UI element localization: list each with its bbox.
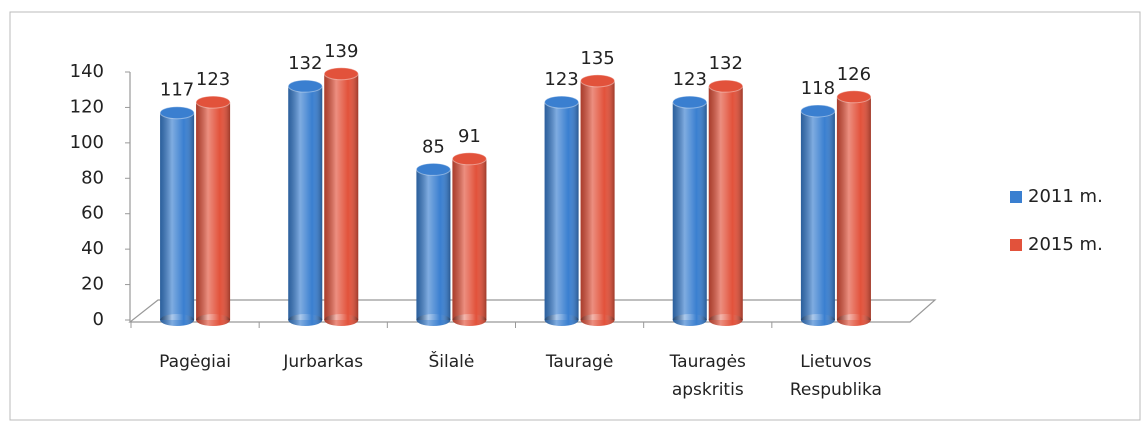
- bar-base-shine: [544, 314, 579, 326]
- bar-base-shine: [160, 314, 195, 326]
- bar-top: [672, 95, 708, 109]
- bar-base-shine: [800, 314, 835, 326]
- legend-swatch: [1010, 239, 1022, 251]
- bar-base-shine: [580, 314, 615, 326]
- x-tick-label: Lietuvos Respublika: [790, 352, 882, 400]
- data-label: 118: [801, 78, 835, 99]
- x-tick-label: Tauragės apskritis: [669, 352, 746, 400]
- bar-shine: [672, 102, 707, 320]
- y-tick-label: 40: [81, 238, 104, 259]
- y-tick-label: 100: [70, 132, 104, 153]
- bar-shine: [452, 158, 487, 320]
- data-label: 91: [458, 126, 481, 147]
- bar-base-shine: [452, 314, 487, 326]
- bar-base-shine: [708, 314, 743, 326]
- bar-top: [159, 106, 195, 120]
- bar-shine: [580, 80, 615, 320]
- bar-shine: [160, 112, 195, 320]
- bar-top: [287, 79, 323, 93]
- bar-base-shine: [672, 314, 707, 326]
- y-tick-label: 120: [70, 96, 104, 117]
- y-tick-label: 20: [81, 274, 104, 295]
- bar-top: [836, 90, 872, 104]
- bar-base-shine: [836, 314, 871, 326]
- bar-shine: [800, 110, 835, 320]
- bar-shine: [416, 169, 451, 320]
- bar-top: [323, 67, 359, 81]
- legend-label: 2011 m.: [1028, 186, 1103, 207]
- data-label: 85: [422, 136, 445, 157]
- data-label: 123: [544, 69, 578, 90]
- x-tick-label: Šilalė: [428, 350, 474, 372]
- bar-shine: [196, 102, 231, 320]
- bar-shine: [544, 102, 579, 320]
- bar-top: [708, 79, 744, 93]
- x-tick-label: Tauragė: [545, 352, 613, 372]
- data-label: 117: [160, 80, 194, 101]
- y-tick-label: 80: [81, 167, 104, 188]
- data-label: 123: [673, 69, 707, 90]
- data-label: 135: [580, 48, 614, 69]
- x-tick-label: Jurbarkas: [282, 352, 363, 372]
- bar-shine: [288, 86, 323, 321]
- bar-base-shine: [196, 314, 231, 326]
- bar-base-shine: [288, 314, 323, 326]
- bar-top: [415, 162, 451, 176]
- x-tick-label: Pagėgiai: [159, 352, 231, 372]
- bar-top: [451, 152, 487, 166]
- data-label: 126: [837, 64, 871, 85]
- y-tick-label: 60: [81, 203, 104, 224]
- floor: [128, 299, 937, 323]
- bar-top: [544, 95, 580, 109]
- bar-top: [800, 104, 836, 118]
- legend-label: 2015 m.: [1028, 234, 1103, 255]
- bar-top: [580, 74, 616, 88]
- data-label: 123: [196, 69, 230, 90]
- bar-shine: [708, 86, 743, 321]
- data-label: 132: [709, 53, 743, 74]
- y-tick-label: 0: [93, 309, 104, 330]
- y-tick-label: 140: [70, 61, 104, 82]
- data-label: 139: [324, 41, 358, 62]
- bar-base-shine: [324, 314, 359, 326]
- bar-shine: [836, 96, 871, 320]
- bar-shine: [324, 73, 359, 321]
- data-label: 132: [288, 53, 322, 74]
- bar-base-shine: [416, 314, 451, 326]
- legend-swatch: [1010, 191, 1022, 203]
- bar-top: [195, 95, 231, 109]
- chart-border: [9, 11, 1141, 421]
